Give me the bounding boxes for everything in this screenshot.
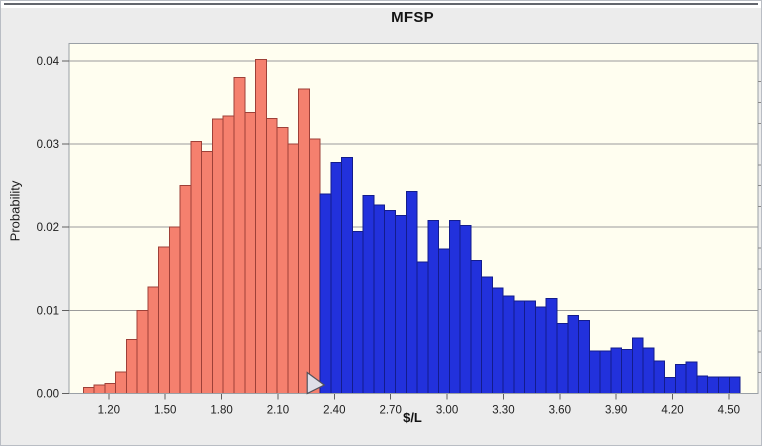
histogram-bar	[211, 118, 224, 395]
histogram-bar	[491, 287, 504, 395]
histogram-bar	[298, 88, 310, 395]
x-tick-label: 3.00	[436, 405, 458, 417]
y-tick-label: 0.03	[37, 139, 59, 151]
histogram-bar	[578, 319, 590, 394]
x-axis-title: $/L	[403, 410, 422, 425]
x-tick-label: 3.90	[605, 405, 627, 417]
histogram-bar	[545, 298, 558, 394]
histogram-bar	[319, 193, 332, 394]
histogram-bar	[696, 375, 709, 394]
histogram-bar	[136, 309, 149, 394]
histogram-bar	[104, 383, 117, 394]
histogram-bar	[373, 204, 386, 394]
histogram-bar	[459, 225, 472, 394]
x-tick-label: 1.20	[98, 405, 120, 417]
histogram-bar	[470, 259, 483, 394]
histogram-bar	[717, 376, 730, 395]
histogram-bar	[362, 195, 375, 394]
histogram-bar	[664, 377, 676, 395]
y-tick-label: 0.02	[37, 222, 59, 234]
x-tick-label: 2.70	[379, 405, 401, 417]
x-tick-label: 3.30	[492, 405, 514, 417]
histogram-bar	[502, 295, 515, 395]
histogram-bar	[685, 361, 698, 394]
histogram-bar	[556, 323, 569, 394]
histogram-bar	[265, 117, 278, 395]
histogram-bar	[179, 185, 192, 394]
histogram-bar	[222, 115, 235, 394]
histogram-bar	[147, 286, 160, 394]
window-top-divider	[4, 3, 758, 5]
x-tick-label: 2.10	[267, 405, 289, 417]
histogram-bar	[427, 220, 440, 394]
histogram-bar	[82, 387, 95, 394]
chart-title: MFSP	[391, 9, 434, 26]
x-tick-label: 1.80	[210, 405, 232, 417]
histogram-bar	[341, 156, 353, 394]
x-tick-label: 4.50	[718, 405, 740, 417]
y-tick-label: 0.01	[37, 305, 59, 317]
histogram-bar	[448, 220, 461, 394]
histogram-bar	[351, 230, 364, 394]
plot-border	[68, 42, 759, 395]
x-tick-label: 4.20	[661, 405, 683, 417]
histogram-bar	[631, 337, 644, 394]
histogram-bar	[599, 350, 612, 395]
histogram-bar	[330, 161, 343, 394]
histogram-bar	[384, 210, 396, 394]
histogram-bar	[642, 347, 655, 395]
x-tick-label: 1.50	[154, 405, 176, 417]
histogram-bar	[524, 300, 536, 395]
histogram-bar	[481, 276, 493, 394]
y-tick-label: 0.04	[37, 56, 60, 68]
histogram-bar	[610, 347, 623, 395]
histogram-bar	[168, 226, 181, 394]
histogram-bar	[394, 215, 407, 394]
histogram-bar	[621, 348, 633, 394]
x-tick-label: 2.40	[323, 405, 345, 417]
y-tick-label: 0.00	[37, 389, 59, 401]
histogram-bar	[653, 360, 666, 395]
histogram-bar	[244, 112, 257, 394]
histogram-bar	[405, 190, 418, 394]
histogram-bar	[276, 126, 289, 395]
histogram-bar	[287, 143, 300, 394]
histogram-bar	[534, 306, 547, 394]
histogram-bar	[255, 58, 267, 395]
histogram-bar	[588, 350, 601, 395]
x-tick-label: 3.60	[549, 405, 571, 417]
histogram-bar	[416, 261, 429, 394]
histogram-bar	[158, 246, 170, 394]
histogram-bar	[93, 384, 106, 395]
histogram-bar	[707, 376, 719, 395]
histogram-bar	[190, 141, 203, 394]
histogram-bar	[125, 338, 138, 395]
histogram-bar	[674, 363, 687, 395]
certainty-grabber[interactable]	[306, 371, 326, 395]
histogram-bar	[115, 371, 127, 394]
histogram-bar	[728, 376, 741, 395]
histogram-bar	[438, 248, 450, 394]
histogram-bar	[201, 151, 213, 394]
histogram-bar	[308, 138, 321, 394]
histogram-bar	[513, 300, 526, 395]
histogram-bar	[567, 314, 580, 394]
histogram-bar	[233, 77, 246, 394]
